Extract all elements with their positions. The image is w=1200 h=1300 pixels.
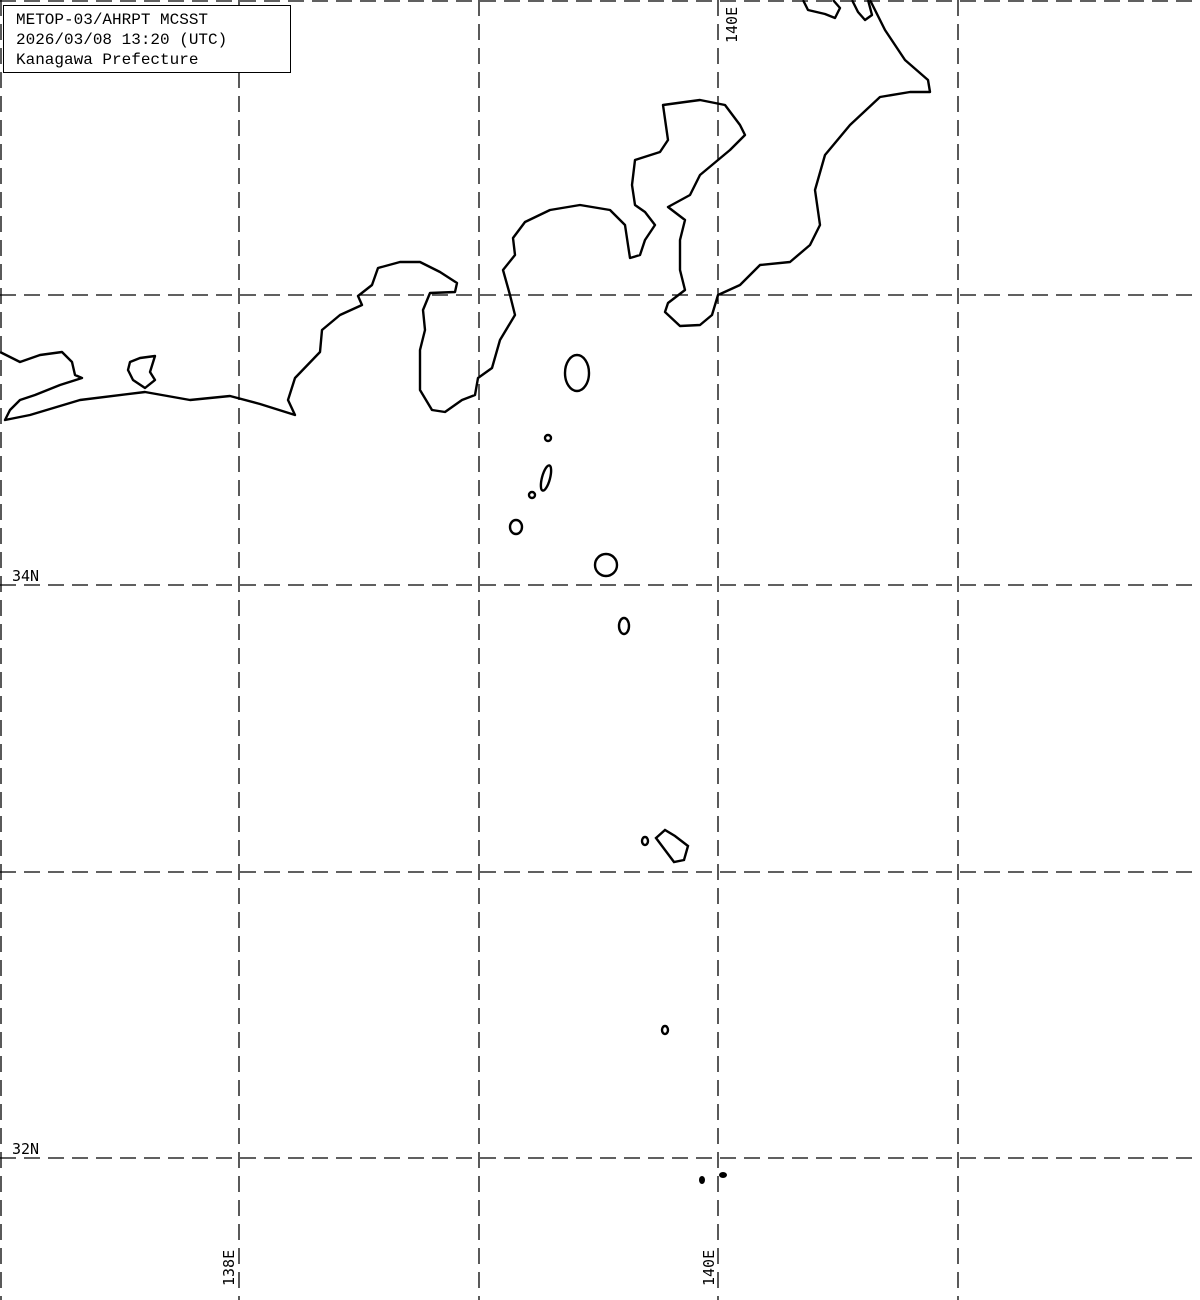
island-izu-oshima <box>563 353 591 393</box>
lon-label-138e: 138E <box>220 1250 238 1286</box>
island-hachijo <box>654 828 690 864</box>
lat-label-34n: 34N <box>12 567 39 585</box>
satellite-product-title: METOP-03/AHRPT MCSST <box>16 11 209 29</box>
grid-labels: 34N 32N 138E 140E 140E <box>12 7 741 1286</box>
region-name: Kanagawa Prefecture <box>16 51 199 69</box>
observation-time: 2026/03/08 13:20 (UTC) <box>16 31 228 49</box>
island <box>640 835 650 847</box>
island <box>719 1172 727 1178</box>
island <box>527 490 537 500</box>
island <box>699 1176 705 1184</box>
island-mikura <box>617 616 631 636</box>
coastline-honshu <box>0 0 932 422</box>
island <box>539 464 553 492</box>
lon-label-140e-top: 140E <box>723 7 741 43</box>
lat-label-32n: 32N <box>12 1140 39 1158</box>
title-box: METOP-03/AHRPT MCSST 2026/03/08 13:20 (U… <box>3 5 291 73</box>
islands <box>508 353 727 1184</box>
lon-label-140e-bottom: 140E <box>700 1250 718 1286</box>
island <box>508 518 524 536</box>
island <box>660 1024 670 1036</box>
coastline-north-fragment <box>801 0 874 22</box>
island-miyake <box>593 552 619 578</box>
island <box>543 433 553 443</box>
peninsula-islet <box>126 354 157 390</box>
